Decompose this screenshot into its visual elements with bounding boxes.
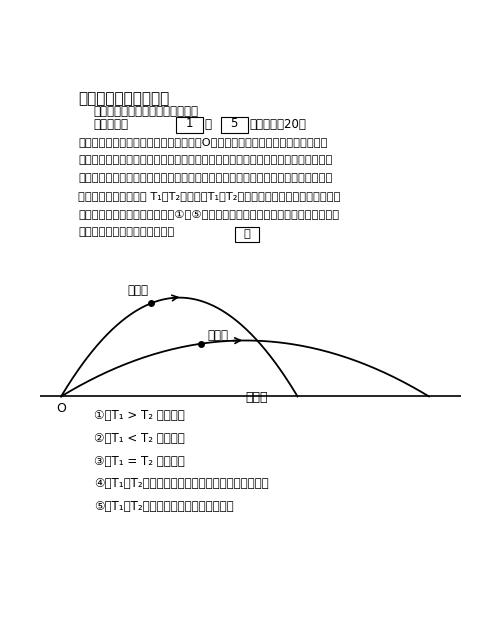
Text: 〔解答番号: 〔解答番号 — [94, 118, 129, 131]
Text: じ速さで打ち上げた。打ち上げる方向が水平面となす角度は，小球１の方が大: じ速さで打ち上げた。打ち上げる方向が水平面となす角度は，小球１の方が大 — [78, 155, 333, 165]
Text: 問１　図１のように，水平な地面上の点Oから，小球１と小球２を斜め方向に同: 問１ 図１のように，水平な地面上の点Oから，小球１と小球２を斜め方向に同 — [78, 137, 328, 147]
Text: 視できるものとする。　１: 視できるものとする。 １ — [78, 227, 174, 237]
Text: きかった。小球１と小球２が，打ち上げられてから地面に落下するまでに要し: きかった。小球１と小球２が，打ち上げられてから地面に落下するまでに要し — [78, 173, 333, 183]
Text: １: １ — [243, 229, 250, 239]
Text: ～: ～ — [204, 118, 211, 131]
Text: O: O — [56, 402, 66, 415]
Text: ③　T₁ = T₂ である。: ③ T₁ = T₂ である。 — [94, 455, 184, 468]
Text: て最も適当なものを，下の①～⑤のうちから一つ選べ。ただし，空気抵抗は無: て最も適当なものを，下の①～⑤のうちから一つ選べ。ただし，空気抵抗は無 — [78, 209, 339, 219]
Text: ④　T₁とT₂の大小関係は，質量の大小関係による。: ④ T₁とT₂の大小関係は，質量の大小関係による。 — [94, 478, 269, 491]
FancyBboxPatch shape — [221, 117, 248, 133]
Text: 小球１: 小球１ — [128, 284, 149, 297]
Text: 5: 5 — [230, 117, 238, 130]
FancyBboxPatch shape — [234, 226, 260, 242]
Text: た時間をそれぞれ T₁，T₂とする。T₁とT₂の大小関係について述べた文とし: た時間をそれぞれ T₁，T₂とする。T₁とT₂の大小関係について述べた文とし — [78, 191, 341, 201]
Text: 次の問い（問１～５）に答えよ。: 次の問い（問１～５）に答えよ。 — [94, 105, 199, 118]
Text: 第１問　（必答問題）: 第１問 （必答問題） — [78, 91, 169, 106]
Text: 図　１: 図 １ — [245, 391, 268, 404]
Text: 〕（配点　20）: 〕（配点 20） — [249, 118, 306, 131]
Text: ②　T₁ < T₂ である。: ② T₁ < T₂ である。 — [94, 432, 184, 445]
Text: ⑤　T₁とT₂に定まった大小関係はない。: ⑤ T₁とT₂に定まった大小関係はない。 — [94, 500, 233, 513]
FancyBboxPatch shape — [176, 117, 203, 133]
Text: 1: 1 — [186, 117, 193, 130]
Text: 小球２: 小球２ — [207, 329, 228, 342]
Text: ①　T₁ > T₂ である。: ① T₁ > T₂ である。 — [94, 409, 184, 422]
